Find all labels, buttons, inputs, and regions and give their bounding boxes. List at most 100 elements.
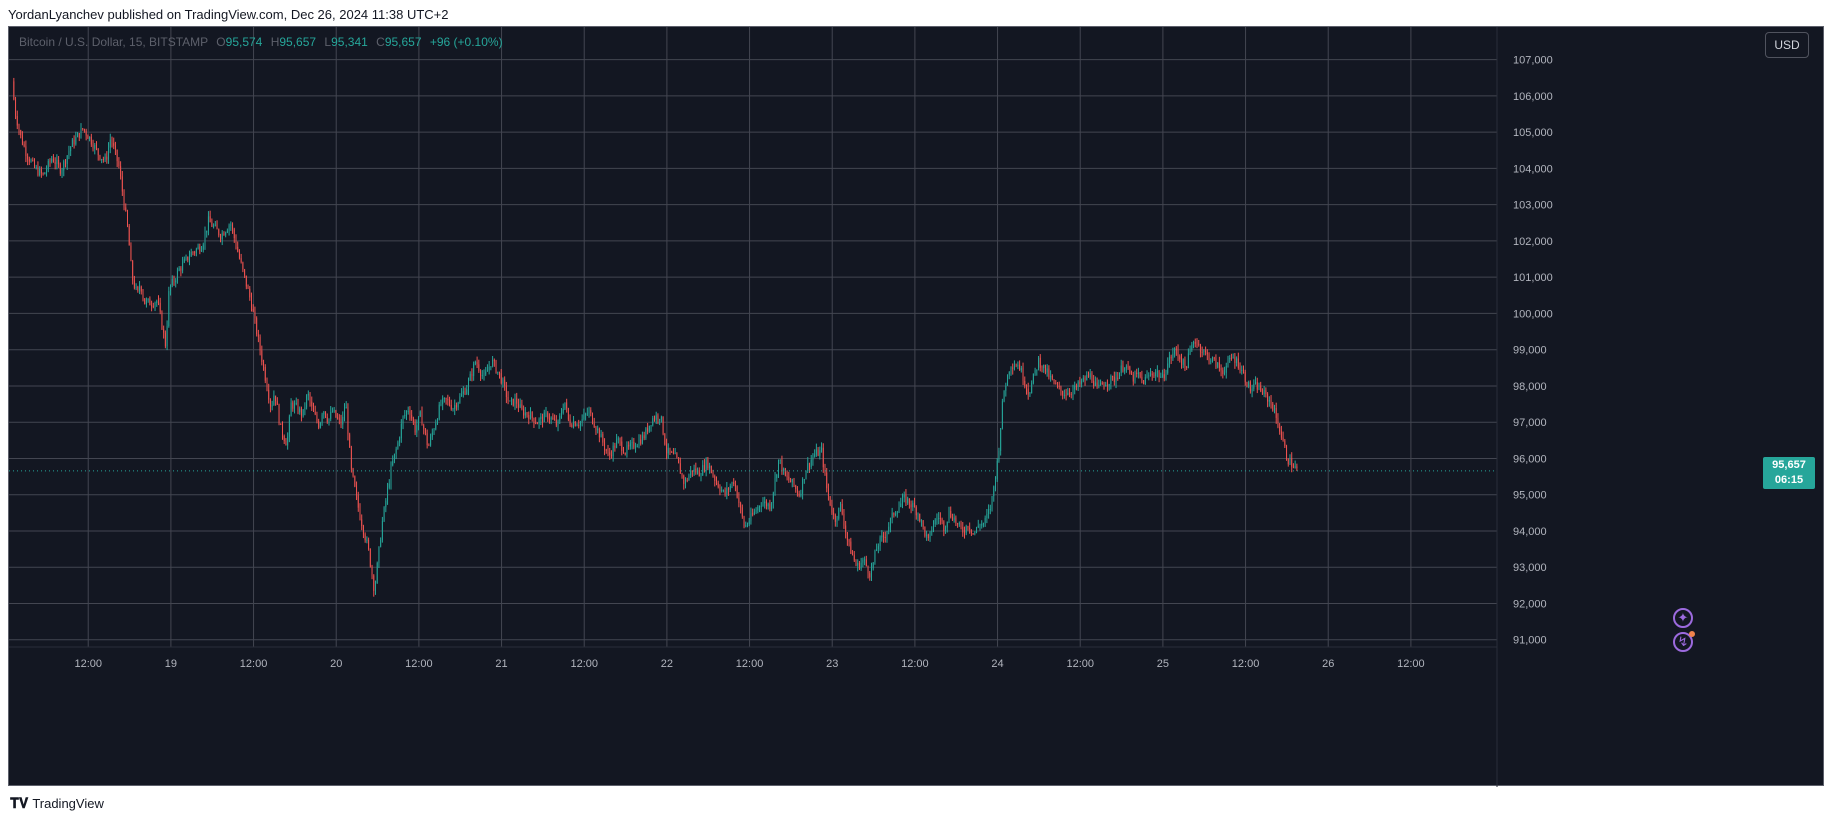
candle-body [662,416,664,435]
candle-body [133,280,135,288]
candle-body [609,452,611,455]
candle-body [581,419,583,423]
candle-body [214,224,216,226]
candle-body [292,402,294,409]
candle-body [316,414,318,422]
candle-body [104,156,106,160]
candle-body [641,435,643,444]
chart-panel[interactable]: 91,000 92,000 93,000 94,000 95,000 96,000 97,0… [8,26,1825,787]
candle-body [951,517,953,521]
candle-body [197,246,199,250]
candle-body [182,262,184,271]
candle-body [1205,350,1207,353]
lightning-icon[interactable]: ↯ [1673,631,1695,652]
candle-body [604,442,606,450]
candle-body [636,445,638,448]
candle-body [1044,364,1046,373]
candle-body [822,447,824,468]
x-tick-label: 12:00 [240,658,268,670]
candle-body [388,483,390,488]
candle-body [917,514,919,516]
candle-body [941,518,943,522]
candle-body [51,158,53,162]
candle-body [786,475,788,477]
candle-body [170,285,172,292]
candle-body [805,471,807,480]
candle-body [428,445,430,447]
candle-body [919,514,921,522]
candle-body [714,476,716,481]
candle-body [1017,364,1019,367]
candle-body [586,413,588,415]
candle-body [323,411,325,415]
sparkle-icon[interactable]: ✦ [1673,608,1693,628]
candle-body [1175,348,1177,351]
candle-body [211,222,213,227]
candle-body [466,389,468,395]
candle-body [1146,375,1148,378]
candle-body [1089,373,1091,378]
candle-body [817,449,819,456]
candle-body [1069,392,1071,394]
candle-body [87,135,89,139]
candle-body [77,133,79,138]
candle-body [927,534,929,539]
candle-body [845,525,847,533]
candle-body [1184,359,1186,368]
candle-body [338,418,340,420]
candle-body [500,373,502,384]
candle-body [242,262,244,270]
candle-body [538,419,540,424]
candle-body [1041,367,1043,369]
candle-body [573,421,575,427]
candle-body [1222,370,1224,374]
candle-body [707,459,709,469]
candle-body [290,402,292,417]
candle-body [313,406,314,412]
candle-body [1067,392,1069,396]
price-chart[interactable]: 91,000 92,000 93,000 94,000 95,000 96,000 97,0… [9,27,1825,787]
candle-body [47,160,49,170]
candle-body [1058,385,1060,387]
candle-body [774,478,776,493]
candle-body [490,366,492,368]
candle-body [576,425,578,427]
candle-body [116,149,118,162]
candle-body [359,507,361,520]
candle-body [1255,382,1257,384]
candle-body [840,503,841,508]
candle-body [1296,466,1298,469]
candle-body [221,233,223,240]
candle-body [459,396,461,403]
candle-body [1277,417,1279,428]
candle-body [962,527,964,533]
candle-body [1093,380,1095,387]
candle-body [461,393,463,397]
candle-body [764,501,766,504]
candle-body [34,160,35,168]
candle-body [1031,382,1033,394]
candle-body [1237,358,1239,369]
candle-body [393,453,395,462]
candle-body [319,422,321,428]
candle-body [1225,365,1227,373]
candle-body [49,160,51,162]
candle-body [468,380,469,390]
candle-body [800,493,802,496]
candle-body [843,513,845,526]
candle-body [564,402,566,409]
candle-body [1272,403,1274,411]
candle-body [700,475,702,477]
x-tick-label: 12:00 [405,658,433,670]
y-tick-label: 97,000 [1513,417,1547,429]
candle-body [102,159,104,161]
candle-body [738,497,740,503]
candle-body [1079,381,1081,384]
currency-button[interactable]: USD [1765,32,1809,58]
candle-body [877,546,879,550]
candle-body [171,279,173,286]
candle-body [264,366,266,381]
candle-body [263,361,265,367]
candle-body [350,447,352,469]
candle-body [342,416,344,425]
